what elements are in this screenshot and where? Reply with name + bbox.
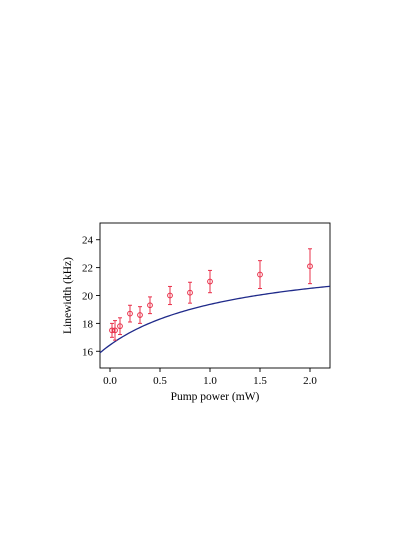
data-point-9 (207, 269, 213, 294)
y-tick-label: 18 (82, 318, 94, 330)
y-tick-label: 16 (82, 346, 94, 358)
x-tick-label: 1.5 (253, 375, 267, 387)
data-point-5 (137, 306, 143, 324)
data-point-2 (112, 320, 118, 341)
data-marker (257, 271, 263, 278)
data-point-7 (167, 285, 173, 306)
y-tick-label: 20 (82, 291, 94, 303)
data-point-6 (147, 296, 153, 315)
x-tick-label: 0.0 (103, 375, 117, 387)
data-marker (307, 263, 313, 270)
x-tick-label: 1.0 (203, 375, 217, 387)
data-point-11 (307, 248, 313, 285)
data-marker (207, 278, 213, 285)
data-layer (99, 248, 331, 354)
data-marker (167, 292, 173, 299)
label-layer: 0.0 0.5 1.0 1.5 2.0 16 18 20 22 24 Pump power (mW)… (62, 235, 317, 403)
x-axis-label: Pump power (mW) (171, 391, 260, 403)
data-marker (127, 310, 133, 317)
x-tick-label: 2.0 (303, 375, 317, 387)
data-point-1 (109, 322, 115, 338)
data-marker (109, 327, 115, 334)
y-tick-label: 22 (82, 263, 93, 275)
data-point-3 (117, 317, 123, 336)
plot-frame (99, 222, 331, 369)
plot-area (96, 222, 331, 372)
y-tick-label: 24 (82, 235, 94, 247)
data-point-8 (187, 281, 193, 304)
data-point-10 (257, 260, 263, 290)
y-axis-label: Linewidth (kHz) (62, 257, 74, 334)
data-point-4 (127, 304, 133, 323)
data-marker (147, 302, 153, 309)
data-marker (112, 327, 118, 334)
data-marker (137, 312, 143, 318)
fit-line (99, 285, 331, 354)
data-marker (187, 289, 193, 296)
x-tick-label: 0.5 (153, 375, 167, 387)
data-marker (117, 323, 123, 330)
